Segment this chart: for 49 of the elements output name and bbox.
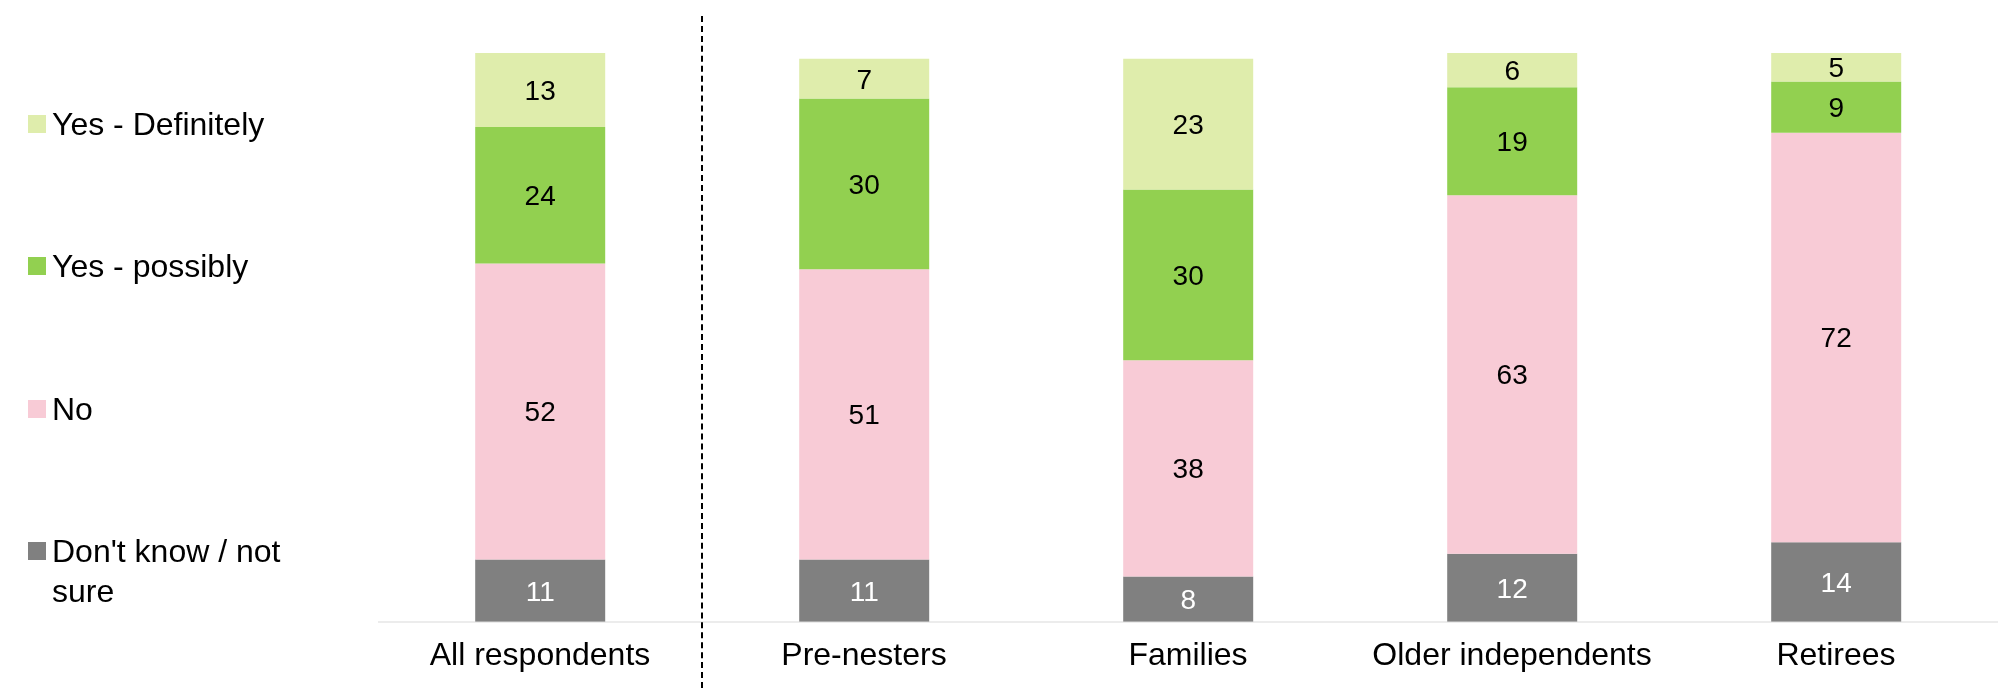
bar (475, 53, 606, 127)
bar (1123, 576, 1254, 622)
data-label: 8 (1180, 584, 1196, 616)
bar (1447, 195, 1578, 554)
data-label: 14 (1820, 567, 1852, 599)
data-label: 30 (1172, 259, 1204, 291)
x-tick-label: Retirees (1776, 635, 1896, 672)
data-label: 72 (1820, 322, 1852, 354)
bar (799, 559, 930, 622)
data-label: 19 (1496, 126, 1528, 158)
bar (1771, 81, 1902, 133)
bar (1447, 553, 1578, 622)
bar (799, 58, 930, 99)
legend-label: No (52, 389, 93, 429)
data-label: 51 (848, 399, 880, 431)
legend-label: Don't know / not sure (52, 531, 282, 611)
legend-label: Yes - Definitely (52, 105, 265, 145)
data-label: 9 (1828, 92, 1844, 123)
data-label: 52 (524, 396, 556, 428)
x-tick-label: Older independents (1372, 635, 1652, 672)
bar (475, 263, 606, 560)
x-tick-label: Families (1128, 635, 1248, 672)
data-label: 23 (1172, 109, 1204, 141)
data-label: 11 (525, 575, 555, 607)
data-label: 6 (1504, 55, 1520, 87)
bar (1447, 87, 1578, 196)
bar (1123, 189, 1254, 361)
data-label: 13 (524, 74, 556, 106)
bar (475, 126, 606, 264)
data-label: 38 (1172, 453, 1204, 485)
bar (1771, 542, 1902, 622)
bar (1123, 360, 1254, 577)
data-label: 7 (856, 63, 872, 95)
data-label: 24 (524, 180, 556, 212)
x-tick-label: Pre-nesters (781, 635, 947, 672)
bar (1771, 53, 1902, 82)
bar (799, 269, 930, 560)
bar (475, 559, 606, 622)
bar (1771, 132, 1902, 543)
bar (1447, 53, 1578, 88)
data-label: 63 (1496, 359, 1528, 391)
bar (799, 98, 930, 270)
data-label: 5 (1828, 52, 1844, 84)
data-label: 12 (1496, 572, 1528, 604)
data-label: 30 (848, 168, 880, 200)
bar (1123, 58, 1254, 190)
data-label: 11 (849, 575, 879, 607)
x-tick-label: All respondents (429, 635, 651, 672)
legend-label: Yes - possibly (52, 247, 249, 287)
